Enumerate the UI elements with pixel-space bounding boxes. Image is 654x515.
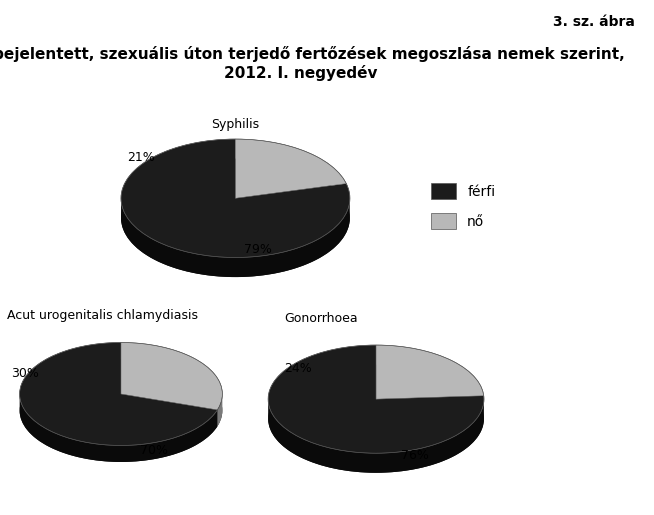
Text: 21%: 21% [127,150,154,164]
Polygon shape [376,345,484,399]
Ellipse shape [20,359,222,462]
Polygon shape [20,396,217,462]
Polygon shape [235,139,347,198]
Legend: férfi, nő: férfi, nő [426,178,501,234]
Text: 79%: 79% [245,243,272,256]
Text: 76%: 76% [402,449,429,462]
Polygon shape [121,139,350,258]
Polygon shape [20,342,217,445]
Polygon shape [268,400,484,473]
Ellipse shape [121,159,350,277]
Text: 30%: 30% [11,367,39,380]
Text: 3. sz. ábra: 3. sz. ábra [553,15,634,29]
Text: 70%: 70% [140,444,167,457]
Polygon shape [121,200,350,277]
Polygon shape [268,345,484,453]
Text: Gonorrhoea: Gonorrhoea [284,313,358,325]
Text: A bejelentett, szexuális úton terjedő fertőzések megoszlása nemek szerint,
2012.: A bejelentett, szexuális úton terjedő fe… [0,46,625,81]
Polygon shape [217,394,222,426]
Polygon shape [121,342,222,410]
Text: Acut urogenitalis chlamydiasis: Acut urogenitalis chlamydiasis [7,309,198,322]
Text: Syphilis: Syphilis [211,118,260,131]
Ellipse shape [268,365,484,473]
Text: 24%: 24% [284,362,311,375]
